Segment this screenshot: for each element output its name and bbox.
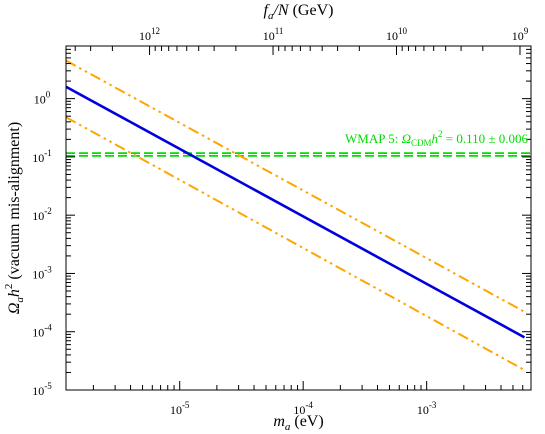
top-axis-var: f	[264, 2, 271, 19]
top-tick-label-base: 10	[139, 29, 151, 43]
wmap-prefix: WMAP 5:	[345, 131, 402, 146]
ticks-layer	[66, 45, 532, 391]
top-tick-label-exp: 11	[275, 26, 284, 36]
y-axis-title: Ωah2 (vacuum mis-alignment)	[3, 122, 26, 314]
top-tick-label-exp: 9	[524, 26, 529, 36]
plot-frame	[65, 45, 532, 391]
y-tick-label: 10-5	[32, 381, 52, 398]
y-axis-var: Ω	[6, 303, 23, 315]
y-tick-label-exp: -2	[44, 206, 52, 216]
x-tick-label-base: 10	[417, 403, 429, 417]
wmap-rest: = 0.110 ± 0.006	[443, 131, 529, 146]
y-tick-label: 10-1	[32, 148, 52, 165]
y-axis-unit: (vacuum mis-alignment)	[6, 122, 23, 284]
y-tick-label-exp: -3	[44, 264, 52, 274]
y-tick-label: 100	[34, 90, 51, 107]
top-axis-title: fa/N (GeV)	[264, 2, 334, 22]
x-tick-label: 10-3	[417, 400, 437, 417]
x-axis-unit: (eV)	[290, 413, 323, 430]
y-tick-label-exp: -1	[44, 148, 52, 158]
top-tick-label-base: 10	[512, 29, 524, 43]
y-tick-label: 10-2	[32, 206, 52, 223]
x-tick-label: 10-5	[170, 400, 190, 417]
y-tick-label-base: 10	[32, 384, 44, 398]
y-tick-label-base: 10	[32, 326, 44, 340]
y-tick-label-base: 10	[32, 267, 44, 281]
y-tick-label-base: 10	[32, 209, 44, 223]
y-axis-h: h	[6, 289, 23, 297]
x-axis-sub: a	[285, 421, 291, 433]
top-tick-label: 1011	[263, 26, 284, 43]
x-tick-label: 10-4	[293, 400, 313, 417]
top-tick-label: 109	[512, 26, 529, 43]
omega-uncertainty-curve-2	[66, 116, 525, 371]
top-tick-label-base: 10	[263, 29, 275, 43]
y-tick-label-exp: 0	[46, 90, 51, 100]
wmap-omega: Ω	[402, 131, 411, 146]
y-tick-label: 10-4	[32, 323, 52, 340]
top-axis-sub: a	[268, 10, 274, 22]
x-tick-label-base: 10	[293, 403, 305, 417]
wmap-h: h	[432, 131, 439, 146]
wmap-h-sup: 2	[438, 129, 443, 139]
x-tick-label-exp: -5	[182, 400, 190, 410]
x-tick-label-exp: -4	[305, 400, 313, 410]
top-axis-rest: /N	[272, 2, 289, 19]
y-tick-label-base: 10	[32, 151, 44, 165]
x-tick-label-exp: -3	[429, 400, 437, 410]
y-axis-sup: 2	[3, 284, 15, 290]
top-axis-unit: (GeV)	[289, 2, 334, 19]
y-tick-label-exp: -5	[44, 381, 52, 391]
omega-uncertainty-curve-1	[66, 59, 525, 313]
y-tick-label-base: 10	[34, 93, 46, 107]
y-tick-label-exp: -4	[44, 323, 52, 333]
wmap-omega-sub: CDM	[411, 138, 432, 148]
omega-curve	[66, 85, 526, 339]
x-axis-var: m	[273, 413, 285, 430]
y-tick-label: 10-3	[32, 264, 52, 281]
y-axis-sub: a	[14, 297, 26, 303]
curves-layer	[66, 59, 531, 371]
wmap-annotation: WMAP 5: ΩCDMh2 = 0.110 ± 0.006	[345, 129, 528, 148]
top-tick-label-exp: 10	[398, 26, 408, 36]
top-tick-label: 1010	[386, 26, 408, 43]
x-tick-label-base: 10	[170, 403, 182, 417]
top-tick-label-exp: 12	[151, 26, 160, 36]
top-tick-label: 1012	[139, 26, 160, 43]
top-tick-label-base: 10	[386, 29, 398, 43]
x-axis-title: ma (eV)	[273, 413, 323, 433]
